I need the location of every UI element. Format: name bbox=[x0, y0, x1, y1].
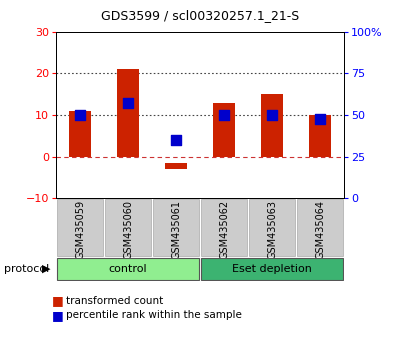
Text: Eset depletion: Eset depletion bbox=[232, 263, 312, 274]
FancyBboxPatch shape bbox=[200, 199, 248, 256]
Point bbox=[125, 100, 131, 105]
Text: GSM435061: GSM435061 bbox=[171, 200, 181, 259]
Text: ▶: ▶ bbox=[42, 263, 50, 274]
Bar bbox=[261, 94, 283, 156]
FancyBboxPatch shape bbox=[56, 199, 104, 256]
Text: GSM435060: GSM435060 bbox=[123, 200, 133, 259]
Text: transformed count: transformed count bbox=[66, 296, 163, 306]
FancyBboxPatch shape bbox=[104, 199, 152, 256]
Text: protocol: protocol bbox=[4, 263, 49, 274]
Bar bbox=[69, 111, 91, 156]
Point bbox=[269, 112, 275, 118]
Bar bbox=[117, 69, 139, 156]
Text: ■: ■ bbox=[52, 295, 64, 307]
Bar bbox=[165, 163, 187, 169]
Point bbox=[221, 112, 227, 118]
Text: GSM435062: GSM435062 bbox=[219, 200, 229, 259]
Bar bbox=[309, 115, 331, 156]
Text: control: control bbox=[109, 263, 147, 274]
Text: GDS3599 / scl00320257.1_21-S: GDS3599 / scl00320257.1_21-S bbox=[101, 9, 299, 22]
FancyBboxPatch shape bbox=[296, 199, 344, 256]
Text: GSM435063: GSM435063 bbox=[267, 200, 277, 259]
Bar bbox=[213, 103, 235, 156]
Point bbox=[317, 116, 323, 122]
Text: ■: ■ bbox=[52, 309, 64, 321]
Text: GSM435064: GSM435064 bbox=[315, 200, 325, 259]
FancyBboxPatch shape bbox=[248, 199, 296, 256]
Text: percentile rank within the sample: percentile rank within the sample bbox=[66, 310, 242, 320]
Point bbox=[77, 112, 83, 118]
Text: GSM435059: GSM435059 bbox=[75, 200, 85, 259]
Point bbox=[173, 137, 179, 143]
FancyBboxPatch shape bbox=[56, 258, 200, 280]
FancyBboxPatch shape bbox=[152, 199, 200, 256]
FancyBboxPatch shape bbox=[200, 258, 344, 280]
